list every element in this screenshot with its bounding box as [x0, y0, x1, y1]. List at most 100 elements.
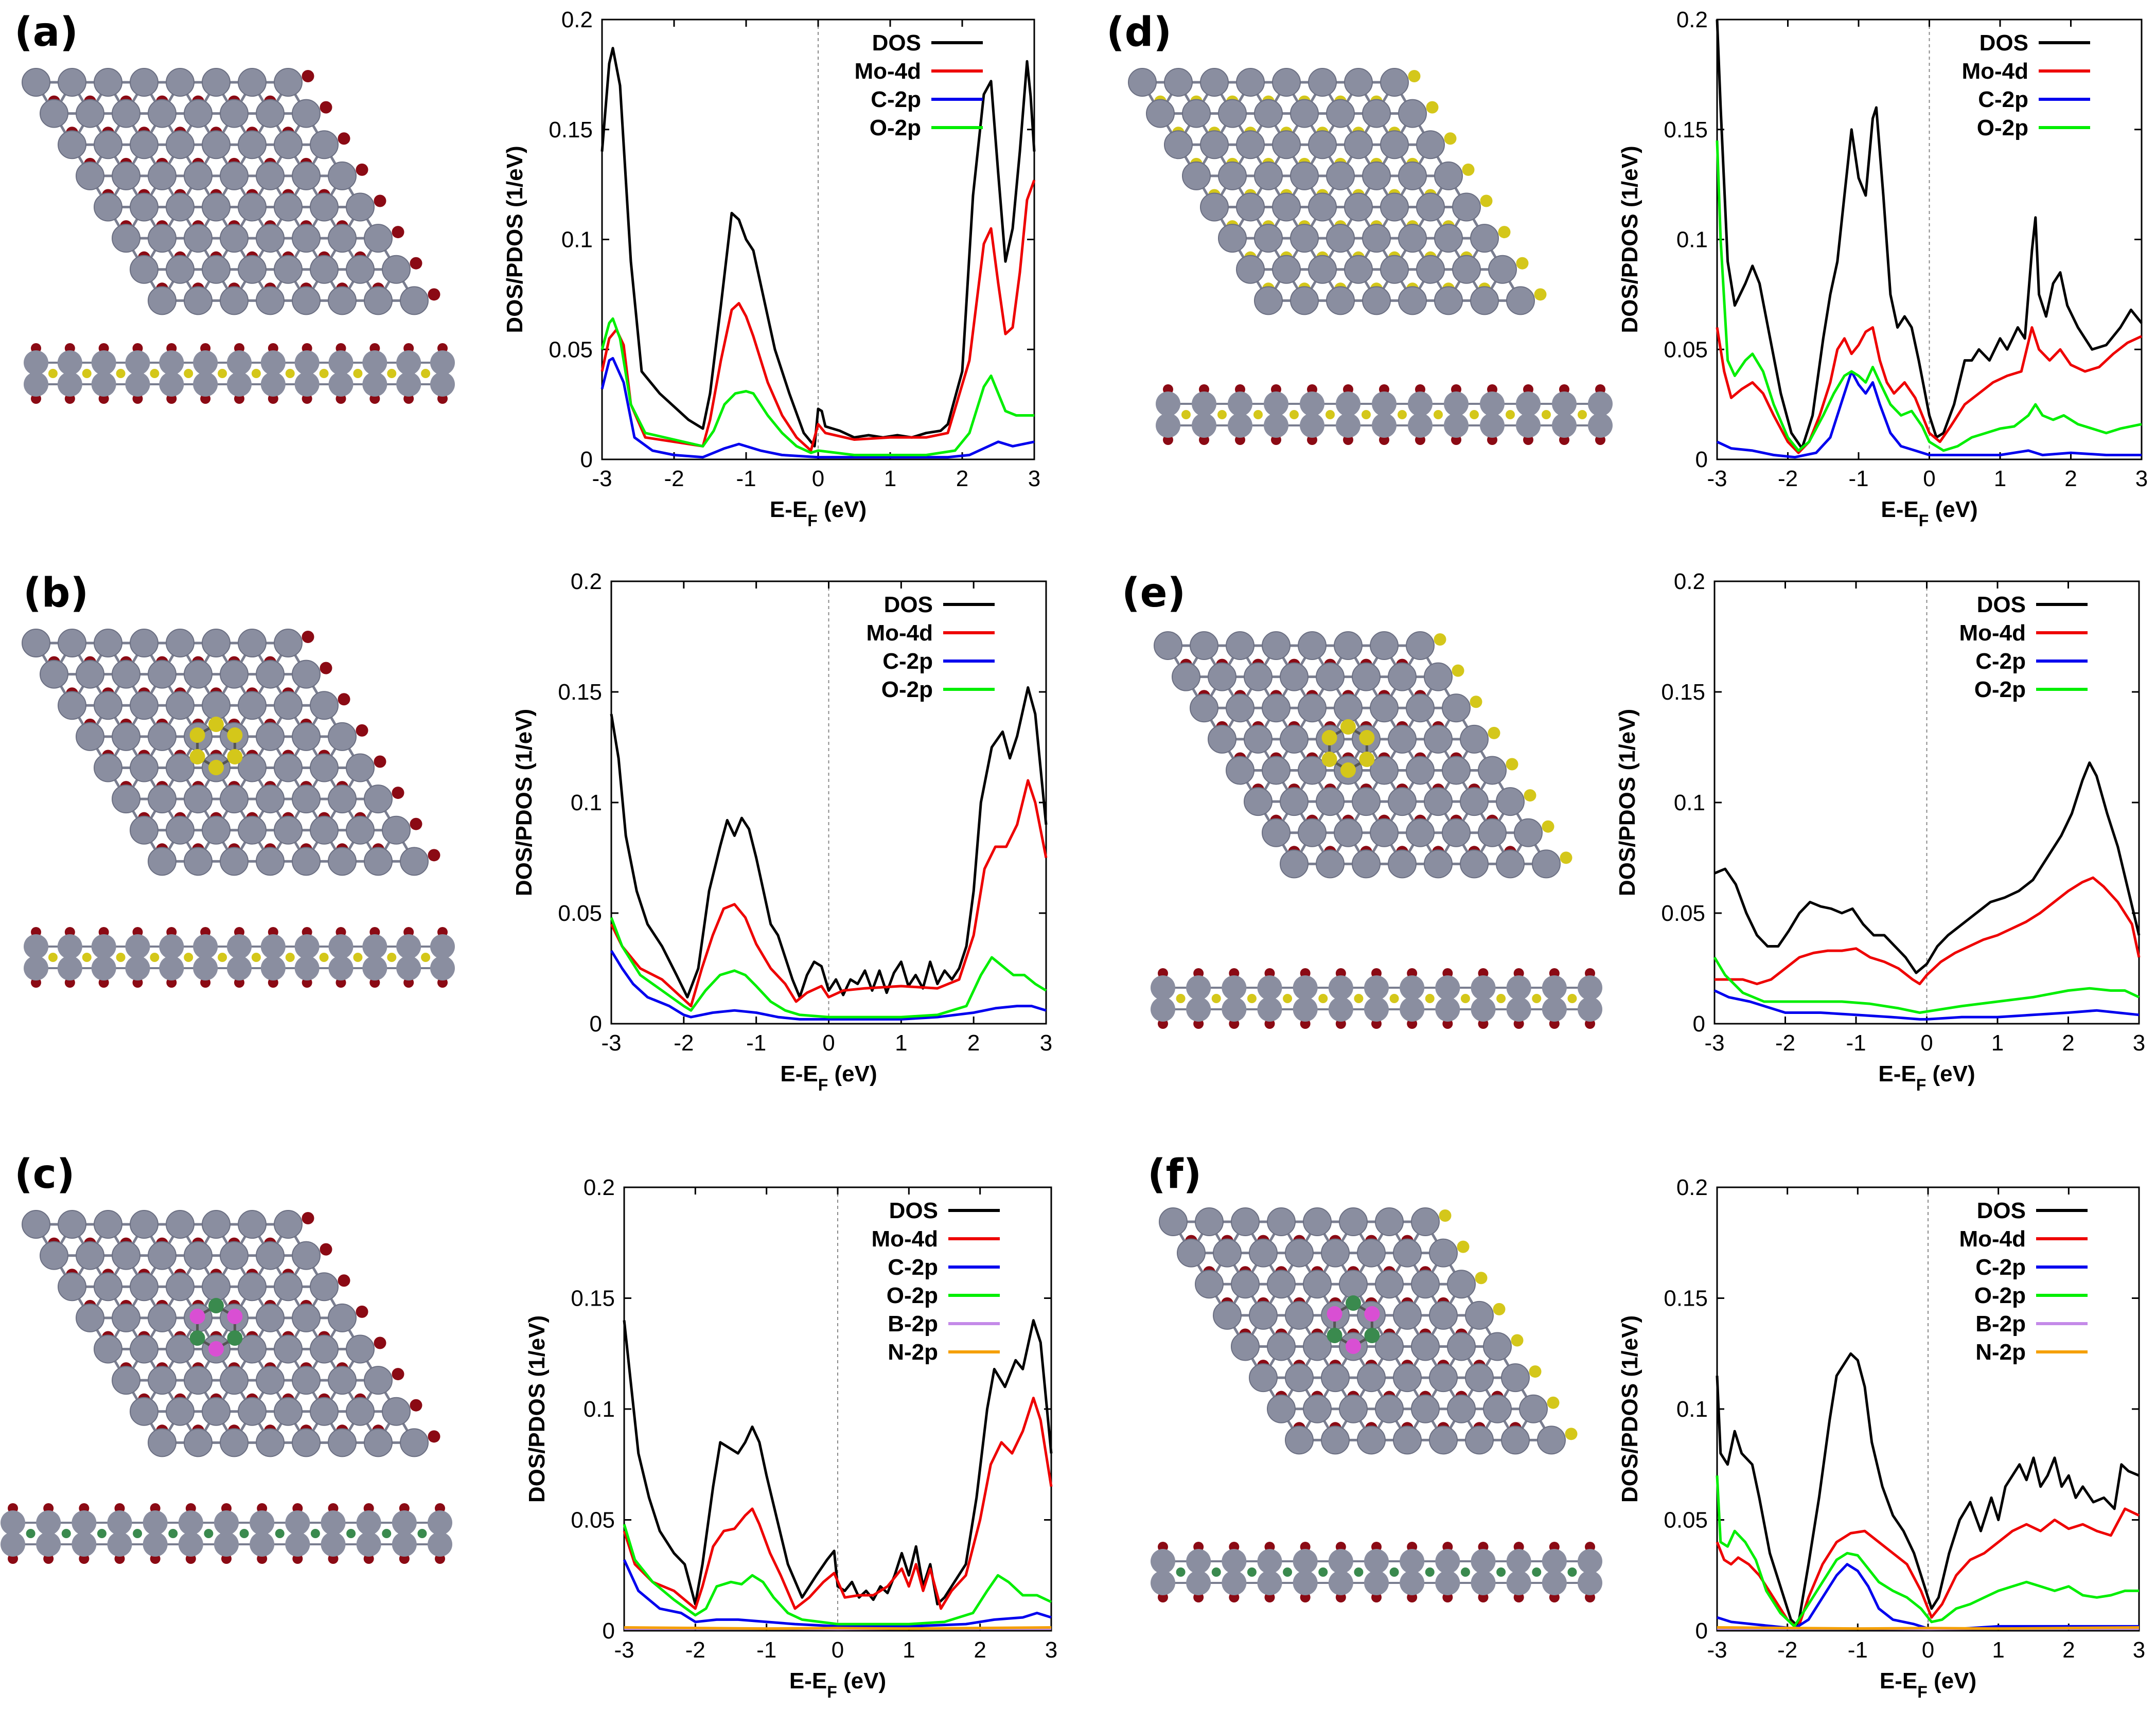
mo-atom [1370, 756, 1399, 785]
side-mo-atom [1222, 1571, 1247, 1595]
x-tick-label: 1 [1991, 1030, 2004, 1056]
legend-label: DOS [889, 1198, 938, 1223]
side-mo-atom [1552, 391, 1577, 416]
mo-atom [1388, 849, 1417, 879]
mo-atom [1488, 255, 1517, 284]
side-mo-atom [36, 1532, 61, 1557]
edge-atom [338, 693, 350, 706]
mo-atom [76, 722, 104, 751]
mo-atom [1434, 161, 1463, 190]
side-mo-atom [1151, 997, 1175, 1022]
mo-atom [1357, 1425, 1386, 1455]
dopant-atom [227, 727, 243, 743]
side-mo-atom [1471, 997, 1496, 1022]
x-tick-label: 2 [2064, 466, 2077, 491]
side-mo-atom [1435, 975, 1460, 1000]
series-line-mo-4d [600, 180, 1036, 452]
side-mo-atom [1257, 1571, 1282, 1595]
mo-atom [220, 161, 249, 190]
mo-atom [1262, 693, 1291, 723]
mo-atom [1298, 631, 1327, 660]
side-mo-atom [1471, 975, 1496, 1000]
series-line-c-2p [1713, 989, 2140, 1021]
mo-atom [346, 192, 375, 222]
side-mo-atom [1, 1532, 25, 1557]
legend-label: O-2p [881, 677, 933, 702]
mo-atom [292, 161, 321, 190]
side-dopant-atom [150, 369, 160, 378]
x-tick-label: 0 [822, 1030, 835, 1056]
side-mo-atom [1364, 1549, 1389, 1574]
side-mo-atom [178, 1510, 203, 1535]
mo-atom [58, 629, 86, 657]
mo-atom [1272, 130, 1301, 159]
y-tick-label: 0 [590, 1011, 602, 1037]
y-tick-label: 0.2 [571, 569, 602, 594]
x-tick-label: -2 [674, 1030, 694, 1056]
side-dopant-atom [1389, 1567, 1399, 1577]
side-mo-atom [260, 350, 286, 375]
side-mo-atom [1435, 1571, 1460, 1595]
mo-atom [1195, 1207, 1224, 1236]
structure-c [1, 1210, 452, 1564]
mo-atom [184, 1366, 213, 1395]
side-mo-atom [328, 350, 354, 375]
mo-atom [328, 224, 357, 253]
mo-atom [238, 1272, 267, 1302]
mo-atom [1236, 255, 1265, 284]
x-axis-label: E-EF (eV) [1878, 1061, 1975, 1094]
y-tick-label: 0 [603, 1618, 615, 1644]
side-mo-atom [159, 956, 184, 981]
legend-label: O-2p [1974, 677, 2026, 702]
mo-atom [400, 1428, 429, 1457]
y-axis-label: DOS/PDOS (1/eV) [1615, 709, 1640, 896]
mo-atom [184, 660, 213, 689]
side-mo-atom [250, 1510, 275, 1535]
y-tick-label: 0.05 [558, 901, 602, 926]
mo-atom [202, 130, 231, 159]
mo-atom [166, 815, 195, 845]
legend-label: DOS [1980, 30, 2028, 56]
side-mo-atom [125, 934, 150, 959]
legend-label: DOS [1977, 1198, 2026, 1223]
mo-atom [1460, 724, 1489, 754]
side-mo-atom [193, 350, 218, 375]
side-dopant-atom [1176, 994, 1186, 1003]
legend: DOS Mo-4d C-2p O-2p [1959, 592, 2088, 702]
mo-atom [184, 785, 213, 814]
mo-atom [94, 192, 122, 222]
side-mo-atom [1364, 975, 1389, 1000]
side-view-c [1, 1503, 452, 1564]
side-mo-atom [143, 1510, 168, 1535]
mo-atom [1362, 161, 1391, 190]
mo-atom [1496, 787, 1525, 816]
edge-atom [1439, 1209, 1452, 1222]
side-dopant-atom [1326, 410, 1335, 419]
mo-atom [58, 1210, 86, 1239]
mo-atom [1424, 724, 1453, 754]
mo-atom [1357, 1363, 1386, 1393]
mo-atom [1460, 849, 1489, 879]
side-mo-atom [1328, 1571, 1353, 1595]
mo-atom [1470, 224, 1499, 253]
y-tick-label: 0 [1695, 1618, 1708, 1644]
side-mo-atom [1156, 391, 1180, 416]
edge-atom [1506, 758, 1518, 771]
mo-atom [1362, 286, 1391, 315]
mo-atom [94, 1272, 122, 1302]
side-mo-atom [1516, 391, 1541, 416]
side-dopant-atom [1211, 994, 1221, 1003]
side-mo-atom [396, 372, 421, 397]
mo-atom [1298, 818, 1327, 847]
dopant-atom [1321, 752, 1337, 768]
side-mo-atom [321, 1510, 346, 1535]
top-view-e [1154, 631, 1572, 879]
mo-atom [184, 847, 213, 876]
mo-atom [1411, 1332, 1440, 1361]
mo-atom [130, 1272, 158, 1302]
dopant-atom [1321, 730, 1337, 746]
x-tick-label: -3 [592, 466, 612, 491]
mo-atom [1388, 662, 1417, 691]
dopant-atom [189, 1330, 205, 1346]
mo-atom [148, 722, 176, 751]
